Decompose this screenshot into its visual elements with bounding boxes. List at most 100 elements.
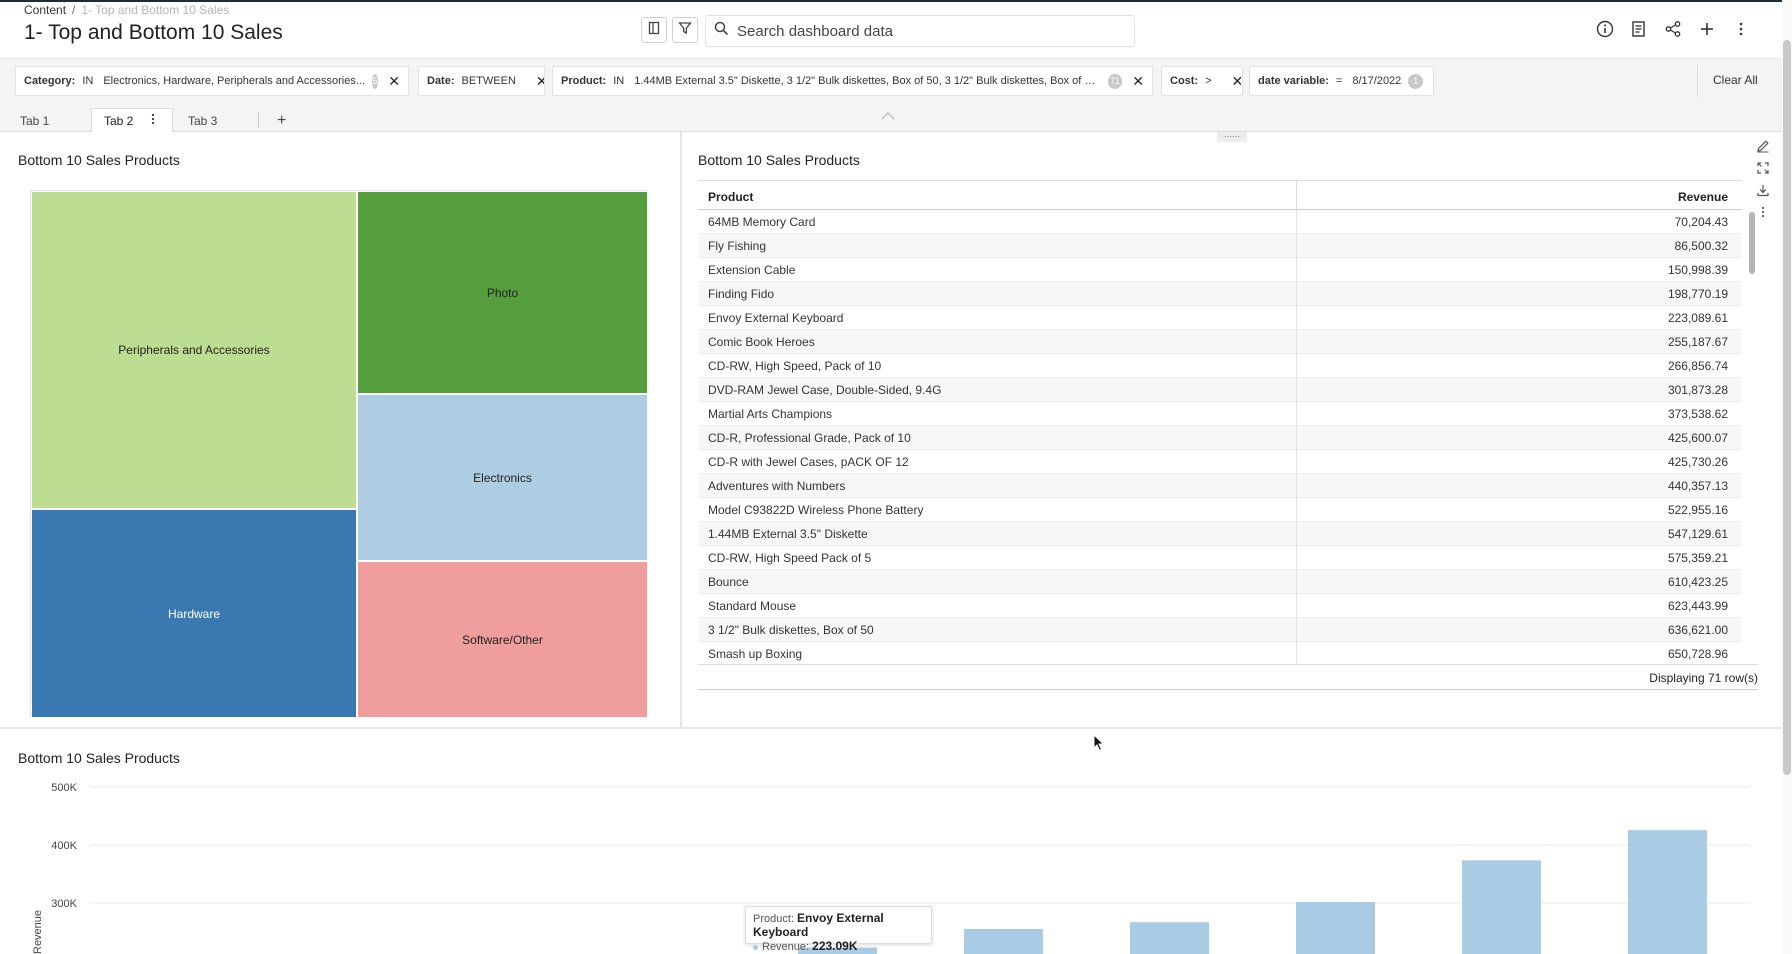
breadcrumb-root[interactable]: Content: [24, 3, 67, 17]
bookmark-button[interactable]: [641, 17, 667, 43]
column-divider[interactable]: [1296, 181, 1297, 211]
table-row[interactable]: CD-R, Professional Grade, Pack of 10 425,…: [698, 426, 1742, 450]
filter-label: date variable:: [1258, 75, 1329, 87]
treemap-cell-software-other[interactable]: Software/Other: [357, 561, 648, 718]
treemap-cell-photo[interactable]: Photo: [357, 191, 648, 394]
bar[interactable]: [1628, 830, 1707, 954]
breadcrumb-current: 1- Top and Bottom 10 Sales: [81, 3, 230, 17]
table-row[interactable]: CD-RW, High Speed, Pack of 10 266,856.74: [698, 354, 1742, 378]
filter-chip-cost[interactable]: Cost: > ✕: [1161, 66, 1243, 96]
column-header-revenue[interactable]: Revenue: [1677, 190, 1728, 204]
filter-chip-product[interactable]: Product: IN 1.44MB External 3.5" Diskett…: [552, 66, 1153, 96]
filter-value: Electronics, Hardware, Peripherals and A…: [103, 75, 366, 87]
cell-revenue: 373,538.62: [1667, 407, 1728, 421]
add-button[interactable]: [1695, 19, 1719, 43]
column-divider: [1296, 258, 1297, 282]
filter-button[interactable]: [672, 17, 698, 43]
tab-menu-icon[interactable]: [151, 113, 155, 128]
panel-menu-icon[interactable]: [1752, 202, 1774, 222]
divider: [1697, 65, 1698, 97]
expand-icon[interactable]: [1752, 158, 1774, 178]
page-title: 1- Top and Bottom 10 Sales: [24, 21, 283, 44]
column-divider: [1296, 546, 1297, 570]
search-icon: [714, 21, 729, 41]
close-icon[interactable]: ✕: [536, 73, 544, 90]
cell-revenue: 301,873.28: [1667, 383, 1728, 397]
treemap-cell-electronics[interactable]: Electronics: [357, 394, 648, 561]
search-box[interactable]: Search dashboard data: [705, 15, 1135, 47]
table-scrollbar[interactable]: [1749, 212, 1755, 274]
table-row[interactable]: Smash up Boxing 650,728.96: [698, 642, 1742, 664]
breadcrumb-separator: /: [72, 3, 76, 17]
table-row[interactable]: Martial Arts Champions 373,538.62: [698, 402, 1742, 426]
filter-icon: [678, 21, 692, 40]
treemap-cell-hardware[interactable]: Hardware: [31, 509, 357, 718]
bar[interactable]: [1296, 901, 1375, 954]
column-divider: [1296, 498, 1297, 522]
table-row[interactable]: Adventures with Numbers 440,357.13: [698, 474, 1742, 498]
treemap-cell-label: Software/Other: [462, 632, 543, 647]
tab-2[interactable]: Tab 2: [91, 108, 173, 133]
table-row[interactable]: Standard Mouse 623,443.99: [698, 594, 1742, 618]
cell-revenue: 440,357.13: [1667, 479, 1728, 493]
y-axis-label: Revenue: [32, 910, 44, 954]
info-button[interactable]: [1593, 19, 1617, 43]
close-icon[interactable]: ✕: [1132, 72, 1144, 89]
page-scrollbar-thumb[interactable]: [1783, 40, 1791, 775]
clear-all-button[interactable]: Clear All: [1713, 73, 1758, 87]
table-row[interactable]: Bounce 610,423.25: [698, 570, 1742, 594]
table-row[interactable]: Envoy External Keyboard 223,089.61: [698, 306, 1742, 330]
table-row[interactable]: 3 1/2" Bulk diskettes, Box of 50 636,621.…: [698, 618, 1742, 642]
cell-revenue: 425,730.26: [1667, 455, 1728, 469]
drag-handle-icon[interactable]: ⋯⋯: [1217, 132, 1247, 142]
table-body[interactable]: 64MB Memory Card 70,204.43 Fly Fishing 86,5…: [698, 210, 1742, 664]
table-row[interactable]: Finding Fido 198,770.19: [698, 282, 1742, 306]
table-row[interactable]: CD-R with Jewel Cases, pACK OF 12 425,730…: [698, 450, 1742, 474]
y-tick-label: 500K: [51, 782, 77, 794]
filter-chip-date-variable[interactable]: date variable: = 8/17/2022 1: [1249, 66, 1434, 96]
collapse-caret-icon[interactable]: [881, 107, 895, 125]
divider: [258, 112, 259, 128]
table-row[interactable]: CD-RW, High Speed Pack of 5 575,359.21: [698, 546, 1742, 570]
close-icon[interactable]: ✕: [388, 72, 400, 89]
y-tick-label: 300K: [51, 898, 77, 910]
table-header: Product Revenue: [698, 180, 1742, 211]
cell-product: CD-RW, High Speed, Pack of 10: [708, 359, 882, 373]
bar[interactable]: [1130, 922, 1209, 954]
download-icon[interactable]: [1752, 180, 1774, 200]
table-row[interactable]: Model C93822D Wireless Phone Battery 522,…: [698, 498, 1742, 522]
bar[interactable]: [964, 928, 1043, 954]
filter-label: Date:: [427, 75, 455, 87]
search-input[interactable]: Search dashboard data: [737, 22, 893, 40]
filter-operator: BETWEEN: [461, 75, 516, 87]
table-footer: Displaying 71 row(s): [698, 664, 1758, 690]
add-tab-button[interactable]: +: [277, 111, 287, 129]
close-icon[interactable]: ✕: [1231, 72, 1243, 89]
report-button[interactable]: [1627, 19, 1651, 43]
table-row[interactable]: 64MB Memory Card 70,204.43: [698, 210, 1742, 234]
more-options-button[interactable]: [1729, 19, 1753, 43]
cell-revenue: 610,423.25: [1667, 575, 1728, 589]
filter-count-badge: 1: [1408, 73, 1424, 89]
bar-chart-title: Bottom 10 Sales Products: [18, 750, 180, 766]
table-row[interactable]: Fly Fishing 86,500.32: [698, 234, 1742, 258]
edit-icon[interactable]: [1752, 136, 1774, 156]
filter-chip-date[interactable]: Date: BETWEEN ✕: [418, 66, 545, 96]
tab-1[interactable]: Tab 1: [20, 113, 50, 128]
tab-3[interactable]: Tab 3: [188, 113, 218, 128]
column-header-product[interactable]: Product: [708, 190, 754, 204]
tab-label: Tab 2: [104, 113, 134, 128]
bar[interactable]: [1462, 860, 1541, 954]
table-title: Bottom 10 Sales Products: [698, 152, 860, 168]
table-row[interactable]: Extension Cable 150,998.39: [698, 258, 1742, 282]
table-row[interactable]: 1.44MB External 3.5" Diskette 547,129.61: [698, 522, 1742, 546]
filter-chip-category[interactable]: Category: IN Electronics, Hardware, Peri…: [15, 66, 409, 96]
treemap-cell-peripherals[interactable]: Peripherals and Accessories: [31, 191, 357, 509]
table-row[interactable]: Comic Book Heroes 255,187.67: [698, 330, 1742, 354]
table-row[interactable]: DVD-RAM Jewel Case, Double-Sided, 9.4G 30…: [698, 378, 1742, 402]
cell-product: Envoy External Keyboard: [708, 311, 844, 325]
bar[interactable]: [798, 947, 877, 954]
share-button[interactable]: [1661, 19, 1685, 43]
series-swatch: [753, 944, 758, 950]
top-accent-line: [0, 0, 1792, 2]
